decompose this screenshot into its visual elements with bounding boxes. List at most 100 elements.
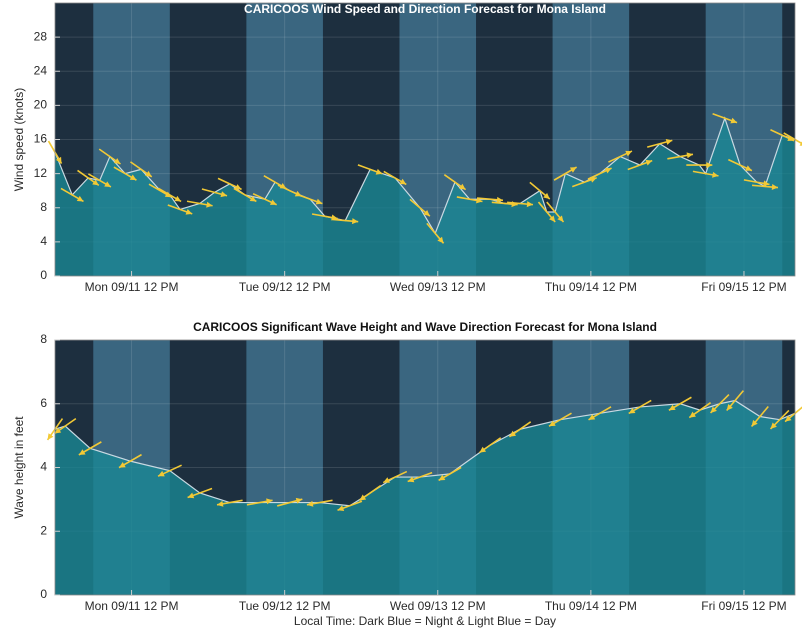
direction-arrow (627, 159, 653, 171)
arrow-head (234, 184, 242, 190)
arrow-head (220, 191, 228, 198)
arrow-head (771, 184, 778, 191)
arrow-head (187, 492, 195, 499)
direction-arrow (233, 187, 257, 203)
direction-arrow (60, 187, 84, 203)
direction-arrow (667, 152, 694, 160)
direction-arrow (252, 192, 277, 206)
y-tick-label: 28 (34, 29, 48, 43)
x-tick-label: Wed 09/13 12 PM (390, 599, 486, 613)
direction-arrow (508, 421, 532, 438)
arrow-head (799, 141, 802, 146)
arrow-head (92, 179, 99, 186)
y-tick-label: 2 (40, 523, 47, 537)
arrow-head (787, 135, 795, 141)
direction-arrow (478, 437, 502, 454)
arrow-head (295, 497, 303, 504)
direction-arrow (668, 396, 692, 411)
arrow-head (665, 139, 673, 145)
arrow-head (399, 178, 407, 185)
direction-arrow (201, 188, 228, 198)
arrow-head (645, 159, 653, 166)
arrow-head (706, 162, 713, 169)
arrow-head (689, 411, 696, 418)
y-axis-label: Wind speed (knots) (12, 88, 26, 191)
arrow-head (249, 195, 257, 202)
x-tick-label: Mon 09/11 12 PM (85, 280, 179, 294)
arrow-head (548, 420, 556, 427)
arrow-head (337, 505, 345, 511)
direction-arrow (770, 129, 795, 142)
direction-arrow (337, 500, 363, 511)
arrow-head (604, 167, 612, 174)
y-tick-label: 4 (40, 460, 47, 474)
direction-arrow (216, 499, 243, 507)
direction-arrow (118, 453, 142, 469)
y-tick-label: 0 (40, 268, 47, 282)
area (55, 118, 795, 276)
y-tick-label: 20 (34, 98, 48, 112)
arrow-head (686, 152, 693, 159)
arrow-head (54, 427, 62, 434)
arrow-head (543, 192, 550, 200)
arrow-head (458, 183, 466, 190)
direction-arrow (709, 393, 730, 414)
x-tick-label: Thu 09/14 12 PM (545, 280, 637, 294)
direction-arrow (297, 194, 323, 205)
y-tick-label: 12 (34, 166, 48, 180)
arrow-head (526, 201, 534, 208)
arrow-head (78, 449, 86, 455)
y-tick-label: 0 (40, 587, 47, 601)
chart-title: CARICOOS Wind Speed and Direction Foreca… (244, 2, 606, 16)
arrow-head (206, 201, 213, 208)
direction-arrow (608, 150, 633, 163)
arrow-head (216, 500, 224, 507)
arrow-head (785, 415, 792, 422)
arrow-head (76, 195, 84, 202)
arrow-head (628, 407, 636, 414)
arrow-head (476, 197, 483, 204)
direction-arrow (750, 406, 769, 427)
direction-arrow (571, 176, 597, 188)
arrow-head (351, 218, 359, 225)
x-tick-label: Fri 09/15 12 PM (701, 280, 786, 294)
direction-arrow (588, 406, 612, 421)
direction-arrow (157, 464, 182, 477)
direction-arrow (187, 487, 213, 499)
arrow-head (549, 215, 556, 222)
arrow-head (423, 209, 430, 217)
direction-arrow (357, 164, 383, 175)
x-tick-label: Fri 09/15 12 PM (701, 599, 786, 613)
direction-arrow (743, 179, 770, 187)
y-tick-label: 8 (40, 332, 47, 346)
arrow-head (375, 168, 383, 175)
y-tick-label: 4 (40, 234, 47, 248)
arrow-head (710, 406, 717, 413)
arrow-head (496, 196, 504, 203)
direction-arrow (646, 139, 673, 148)
direction-arrow (553, 166, 578, 181)
arrow-head (129, 174, 137, 181)
arrow-head (359, 494, 367, 501)
arrow-head (306, 500, 314, 507)
direction-arrow (87, 173, 112, 188)
arrow-head (55, 156, 62, 164)
direction-arrow (359, 484, 382, 502)
direction-arrow (54, 417, 77, 435)
arrow-head (509, 430, 517, 437)
direction-arrow (167, 204, 193, 215)
arrow-head (557, 215, 564, 222)
direction-arrow (383, 170, 407, 186)
direction-arrow (382, 470, 408, 484)
direction-arrow (688, 402, 712, 419)
arrow-head (625, 150, 632, 157)
direction-arrow (456, 196, 483, 204)
arrow-head (383, 477, 390, 483)
direction-arrow (332, 218, 359, 225)
direction-arrow (276, 497, 303, 507)
arrow-head (113, 158, 121, 165)
x-tick-label: Wed 09/13 12 PM (390, 280, 486, 294)
y-tick-label: 8 (40, 200, 47, 214)
arrow-head (407, 476, 415, 483)
direction-arrow (306, 499, 333, 507)
